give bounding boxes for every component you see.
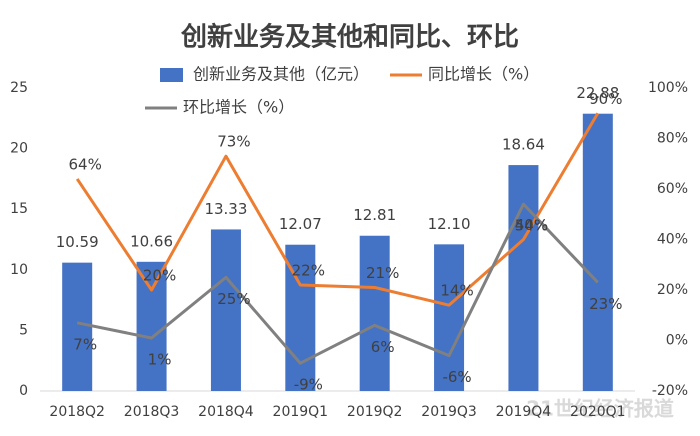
line [75, 112, 600, 307]
legend-label: 同比增长（%） [428, 65, 539, 84]
line-value-label: 1% [148, 350, 172, 368]
y-tick-label: 25 [10, 80, 28, 96]
bar [434, 244, 465, 391]
y-tick-label: 10 [10, 262, 28, 278]
y2-tick-label: -20% [652, 383, 688, 399]
bar-value-label: 18.64 [502, 136, 545, 154]
line-value-label: 22% [292, 261, 325, 279]
legend-label: 创新业务及其他（亿元） [193, 65, 369, 84]
x-tick-label: 2018Q2 [49, 404, 105, 420]
line-value-label: 7% [73, 335, 97, 353]
x-tick-label: 2018Q4 [198, 404, 254, 420]
line-value-label: 23% [589, 295, 622, 313]
bar [210, 229, 241, 391]
x-tick-label: 2019Q2 [347, 404, 403, 420]
y-tick-label: 0 [19, 383, 28, 399]
line [76, 202, 599, 365]
x-tick-label: 2019Q1 [273, 404, 329, 420]
line-value-label: 14% [440, 282, 473, 300]
bar-value-label: 13.33 [204, 200, 247, 218]
line-value-label: 54% [515, 217, 548, 235]
watermark: 21世纪经济报道 [526, 397, 674, 421]
line-value-label: -9% [294, 376, 323, 394]
y-tick-label: 15 [10, 201, 28, 217]
bar-value-label: 12.07 [279, 215, 322, 233]
x-tick-label: 2019Q3 [421, 404, 477, 420]
y2-tick-label: 100% [648, 80, 688, 96]
line-value-label: -6% [442, 368, 471, 386]
bar [359, 235, 390, 391]
bar [62, 262, 93, 391]
line-value-label: 73% [217, 133, 250, 151]
y2-tick-label: 20% [657, 282, 688, 298]
legend-label: 环比增长（%） [183, 98, 294, 117]
line-value-label: 6% [371, 338, 395, 356]
y-tick-label: 20 [10, 141, 28, 157]
y2-tick-label: 60% [657, 181, 688, 197]
bar-value-label: 10.59 [56, 233, 99, 251]
bar-value-label: 12.10 [428, 215, 471, 233]
y2-tick-label: 40% [657, 232, 688, 248]
bar-value-label: 12.81 [353, 206, 396, 224]
bar [582, 113, 613, 391]
x-tick-label: 2018Q3 [124, 404, 180, 420]
legend-swatch [160, 68, 183, 82]
bar-value-label: 22.88 [576, 84, 619, 102]
y2-tick-label: 80% [657, 131, 688, 147]
line-value-label: 64% [69, 155, 102, 173]
line-value-label: 25% [217, 290, 250, 308]
line-value-label: 21% [366, 264, 399, 282]
y-tick-label: 5 [19, 322, 28, 338]
chart-title: 创新业务及其他和同比、环比 [180, 22, 519, 53]
bar [136, 261, 167, 391]
bar-value-label: 10.66 [130, 232, 173, 250]
x-tick-label: 2019Q4 [496, 404, 552, 420]
bar [508, 165, 539, 391]
x-tick-label: 2020Q1 [570, 404, 626, 420]
y2-tick-label: 0% [666, 333, 688, 349]
line-value-label: 20% [143, 267, 176, 285]
line-value-label: 90% [589, 90, 622, 108]
